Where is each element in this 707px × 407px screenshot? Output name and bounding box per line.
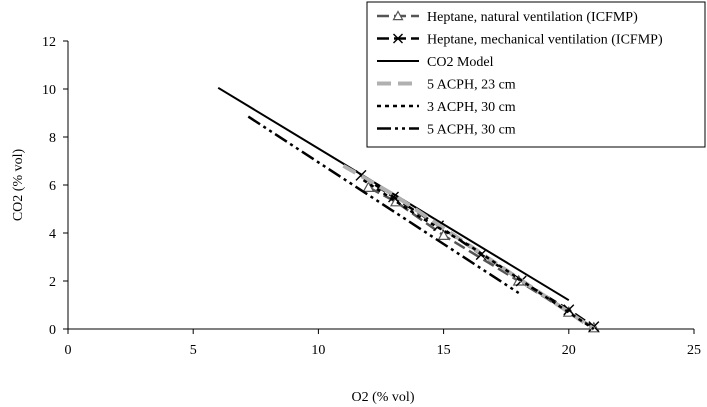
- y-tick-label: 2: [49, 275, 56, 290]
- series-line: [217, 86, 570, 302]
- legend-item: 5 ACPH, 30 cm: [377, 123, 516, 138]
- legend: Heptane, natural ventilation (ICFMP) Hept…: [366, 1, 706, 148]
- legend-label: 3 ACPH, 30 cm: [427, 100, 516, 115]
- y-tick-label: 10: [42, 83, 56, 98]
- marker-x: [588, 321, 600, 333]
- x-tick-label: 5: [190, 343, 197, 358]
- legend-item: 5 ACPH, 23 cm: [377, 78, 516, 93]
- axes: 0 5 10 15 20 25 0 2 4 6 8 10 12: [42, 35, 701, 358]
- x-tick-label: 0: [65, 343, 72, 358]
- y-axis-label: CO2 (% vol): [11, 149, 26, 222]
- marker-x: [388, 191, 400, 203]
- plot-area: [217, 86, 600, 333]
- y-tick-label: 4: [49, 227, 56, 242]
- legend-label: Heptane, natural ventilation (ICFMP): [427, 10, 638, 25]
- legend-item: 3 ACPH, 30 cm: [377, 100, 516, 115]
- legend-item: CO2 Model: [377, 55, 494, 70]
- marker-triangle: [362, 181, 375, 192]
- legend-label: 5 ACPH, 30 cm: [427, 123, 516, 138]
- x-tick-label: 10: [311, 343, 325, 358]
- series-2: [217, 86, 570, 302]
- y-tick-label: 0: [49, 323, 56, 338]
- series-line: [362, 179, 595, 331]
- marker-triangle: [437, 229, 450, 240]
- marker-x: [393, 33, 403, 44]
- x-tick-label: 20: [562, 343, 576, 358]
- x-tick-label: 25: [687, 343, 701, 358]
- series-line: [247, 115, 520, 295]
- legend-label: CO2 Model: [427, 55, 494, 70]
- legend-item: Heptane, natural ventilation (ICFMP): [377, 10, 638, 25]
- x-tick-label: 15: [437, 343, 451, 358]
- series-4: [362, 179, 595, 331]
- y-tick-label: 6: [49, 179, 56, 194]
- legend-label: Heptane, mechanical ventilation (ICFMP): [427, 33, 663, 48]
- y-tick-label: 12: [42, 35, 56, 50]
- x-axis-label: O2 (% vol): [352, 390, 415, 405]
- legend-label: 5 ACPH, 23 cm: [427, 78, 516, 93]
- series-5: [247, 115, 520, 295]
- legend-item: Heptane, mechanical ventilation (ICFMP): [377, 33, 663, 48]
- marker-triangle: [392, 10, 404, 21]
- y-tick-label: 8: [49, 131, 56, 146]
- marker-x: [563, 304, 575, 316]
- legend-box: [366, 1, 706, 148]
